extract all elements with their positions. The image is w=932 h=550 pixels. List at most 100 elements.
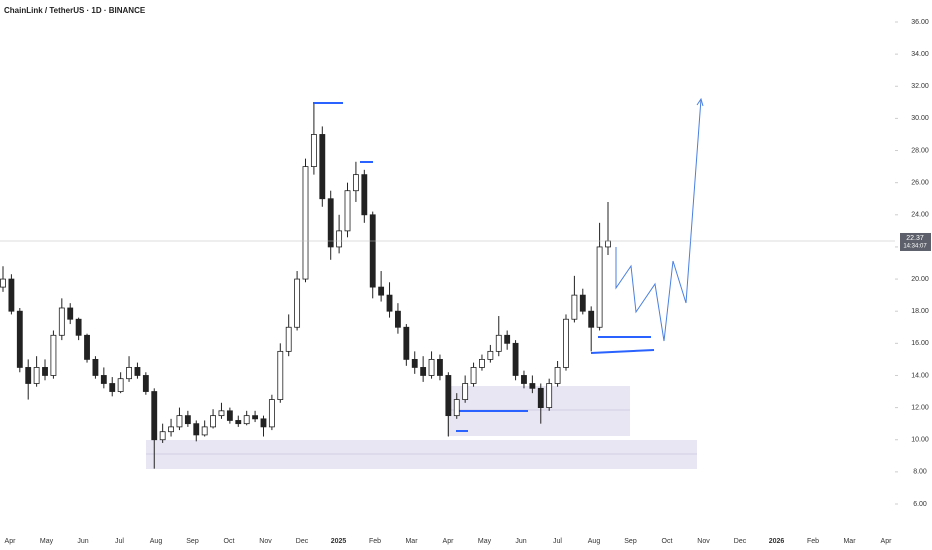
x-tick-label: Jun [77,538,88,545]
candle-body [369,214,376,288]
candle-body [495,334,502,352]
zone [146,440,697,469]
candle-body [336,230,343,248]
candle-body [184,415,191,425]
candle-body [437,358,443,376]
candle-body [75,318,82,336]
x-tick-label: Mar [405,538,418,545]
candle-body [42,367,48,376]
x-tick-label: Feb [369,538,381,545]
x-tick-label: Dec [734,538,747,545]
candle-body [126,367,132,380]
x-tick-label: 2026 [769,538,785,545]
candle-body [210,415,216,428]
x-tick-label: Apr [443,538,455,545]
candle-body [310,134,317,167]
candle-body [235,420,242,425]
projection-arrow [696,97,704,107]
x-tick-label: Mar [843,538,856,545]
candle-body [50,334,57,376]
candle-body [327,198,334,248]
y-tick-label: 28.00 [911,147,929,154]
candle-body [521,375,527,384]
x-tick-label: Apr [881,538,893,545]
candle-body [159,431,166,441]
candle-body [470,367,477,384]
candle-body [243,415,250,425]
y-tick-label: 16.00 [911,340,929,347]
candle-body [117,378,124,392]
drawings [146,97,704,469]
x-tick-label: Sep [624,538,637,545]
candle-body [260,418,267,428]
chart-title: ChainLink / TetherUS · 1D · BINANCE [4,6,146,15]
y-tick-label: 30.00 [911,115,929,122]
y-tick-label: 34.00 [911,51,929,58]
candle-body [252,415,259,420]
x-tick-label: Oct [224,538,235,545]
x-tick-label: 2025 [331,538,347,545]
candle-body [487,350,494,360]
x-tick-label: Feb [807,538,819,545]
candle-body [193,423,200,436]
candle-body [33,367,40,384]
candle-body [151,391,158,441]
candle-body [453,399,460,417]
candle-body [352,174,359,192]
y-tick-label: 32.00 [911,83,929,90]
y-tick-label: 12.00 [911,404,929,411]
candle-body [100,375,107,384]
candle-body [537,387,544,409]
candle-body [596,246,603,328]
x-tick-label: Nov [697,538,710,545]
x-tick-label: May [478,538,492,545]
candle-body [411,358,418,368]
candle-body [420,367,427,376]
x-tick-label: Dec [296,538,309,545]
candle-body [579,294,586,312]
projection-path [615,98,702,342]
candle-body [294,278,301,328]
candle-body [563,318,569,368]
candle-body [378,286,385,296]
candle-body [109,383,116,392]
candle-body [226,410,233,421]
candle-body [218,410,225,417]
x-tick-label: Aug [588,538,601,545]
candle-body [529,383,536,389]
candle-body [386,294,393,312]
candle-body [403,326,410,360]
y-tick-label: 14.00 [911,372,929,379]
candle-body [344,190,351,232]
candle-body [92,358,99,376]
x-tick-label: Apr [5,538,17,545]
candle-body [512,342,519,376]
countdown: 14:34:07 [903,244,927,250]
candle-body [462,383,469,400]
candle-body [319,134,326,200]
candle-body [395,310,401,328]
candle-body [445,375,452,417]
candle-body [546,383,553,409]
candle-body [571,294,578,320]
candle-body [554,367,561,384]
price-badge [900,232,931,251]
y-tick-label: 36.00 [911,19,929,26]
candle-body [201,426,208,436]
candle-body [302,166,309,280]
candle-body [84,334,90,360]
x-tick-label: Oct [662,538,673,545]
candle-body [142,375,149,392]
x-tick-label: Nov [259,538,272,545]
y-tick-label: 26.00 [911,180,929,187]
y-tick-label: 18.00 [911,308,929,315]
candle-body [25,367,32,384]
level-line [590,349,655,354]
candle-body [504,334,511,344]
candle-body [58,307,65,336]
candle-body [168,426,174,433]
candle-body [479,358,485,368]
candle-body [277,350,284,400]
candle-body [67,307,74,320]
x-tick-label: May [40,538,54,545]
